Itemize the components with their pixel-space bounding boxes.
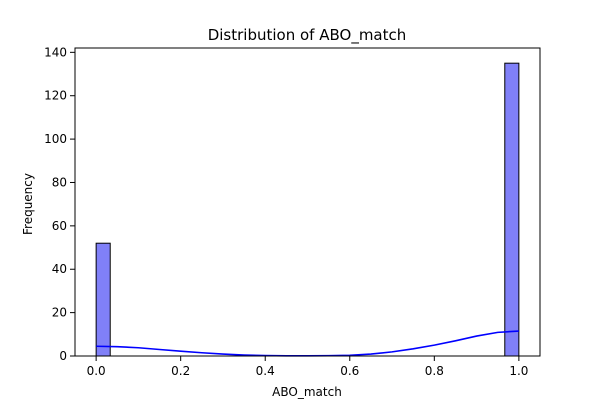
kde-curve-layer [96, 330, 519, 357]
x-tick-label: 0.8 [425, 364, 444, 378]
y-tick-label: 60 [52, 219, 67, 233]
y-tick-label: 40 [52, 262, 67, 276]
y-tick-label: 140 [44, 45, 67, 59]
y-tick-label: 120 [44, 89, 67, 103]
x-tick-label: 0.0 [87, 364, 106, 378]
y-tick-label: 100 [44, 132, 67, 146]
plot-frame [74, 47, 541, 357]
y-tick-label: 80 [52, 175, 67, 189]
y-tick-label: 20 [52, 306, 67, 320]
kde-line [96, 330, 519, 357]
histogram-bar [95, 242, 111, 357]
axes: 0.0 0.2 0.4 0.6 0.8 1.0 0 20 40 60 80 100 120 140 [44, 45, 541, 378]
histogram-bars [95, 62, 520, 357]
y-axis-label: Frequency [21, 173, 35, 235]
x-tick-label: 1.0 [509, 364, 528, 378]
x-tick-label: 0.2 [171, 364, 190, 378]
x-tick-label: 0.4 [256, 364, 275, 378]
y-tick-label: 0 [59, 349, 67, 363]
chart-title: Distribution of ABO_match [208, 26, 407, 45]
x-axis-label: ABO_match [272, 385, 342, 399]
histogram-bar [504, 62, 520, 357]
x-tick-label: 0.6 [340, 364, 359, 378]
